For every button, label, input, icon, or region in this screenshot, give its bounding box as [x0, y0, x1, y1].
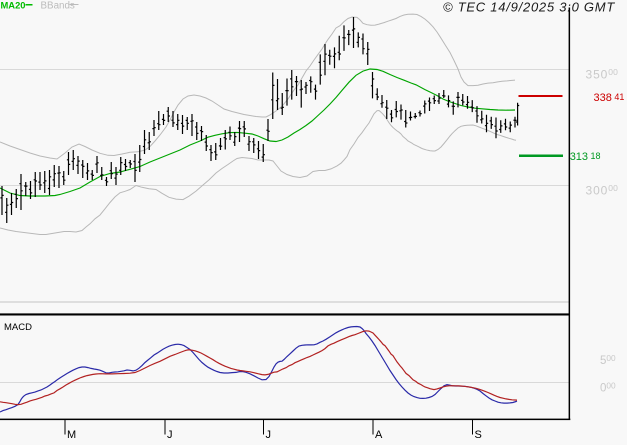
svg-text:MACD: MACD	[4, 322, 32, 333]
svg-text:M: M	[67, 429, 76, 440]
svg-text:BBands: BBands	[41, 1, 75, 12]
svg-text:J: J	[266, 429, 272, 440]
svg-text:MA20: MA20	[1, 0, 26, 11]
svg-text:30000: 30000	[586, 183, 619, 198]
svg-text:35000: 35000	[586, 67, 619, 82]
svg-text:© TEC 14/9/2025 3:0 GMT: © TEC 14/9/2025 3:0 GMT	[443, 0, 615, 15]
svg-text:500: 500	[600, 353, 616, 367]
svg-text:A: A	[375, 429, 383, 440]
svg-text:000: 000	[600, 380, 616, 394]
svg-text:J: J	[167, 429, 173, 440]
svg-text:S: S	[475, 429, 482, 440]
